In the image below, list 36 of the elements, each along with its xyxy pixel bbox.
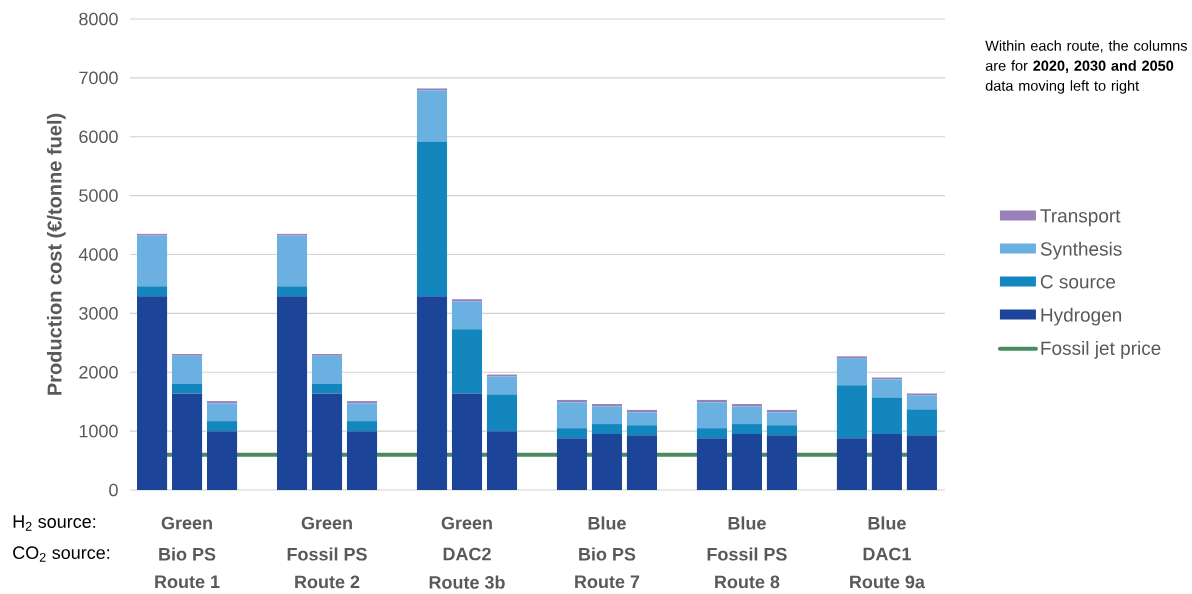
y-tick-label: 2000 (79, 365, 118, 379)
legend-label: Synthesis (1040, 241, 1122, 260)
y-tick-label: 4000 (78, 248, 118, 261)
text: H$_{2}$ source: (13, 515, 96, 531)
y-tick-label: 6000 (79, 130, 118, 144)
text: Green (441, 516, 492, 530)
text: Green (301, 516, 352, 530)
text: Within each route, the columns are for 2020, 2030 and 2050 data moving left to right (985, 40, 1187, 94)
y-tick-label: 3000 (79, 307, 118, 320)
x-tick-label: Route 7 (575, 575, 640, 589)
text: Blue (728, 516, 766, 530)
text: Fossil PS (287, 547, 367, 561)
text: DAC1 (863, 547, 911, 561)
text: Fossil PS (707, 547, 787, 561)
x-tick-label: Route 2 (295, 575, 360, 589)
text: Bio PS (159, 547, 216, 561)
legend-label: Transport (1040, 209, 1121, 227)
text: Blue (588, 516, 626, 530)
y-tick-label: 1000 (79, 424, 118, 438)
x-tick-label: Route 1 (155, 575, 220, 589)
y-tick-label: 8000 (79, 12, 118, 26)
y-tick-label: 5000 (79, 189, 118, 202)
text: Blue (868, 516, 906, 530)
legend-label: C source (1040, 275, 1116, 289)
text: CO$_{2}$ source: (13, 546, 110, 562)
x-tick-label: Route 8 (715, 575, 780, 589)
text: Green (161, 516, 212, 530)
y-tick-label: 0 (109, 483, 118, 497)
y-axis-title: Production cost (€/tonne fuel) (46, 113, 66, 395)
legend-label: Fossil jet price (1041, 341, 1161, 359)
text: Bio PS (579, 547, 636, 561)
legend-label: Hydrogen (1041, 307, 1122, 326)
y-tick-label: 7000 (79, 71, 118, 85)
text: DAC2 (443, 547, 491, 561)
x-tick-label: Route 9a (850, 575, 926, 589)
x-tick-label: Route 3b (429, 575, 505, 589)
